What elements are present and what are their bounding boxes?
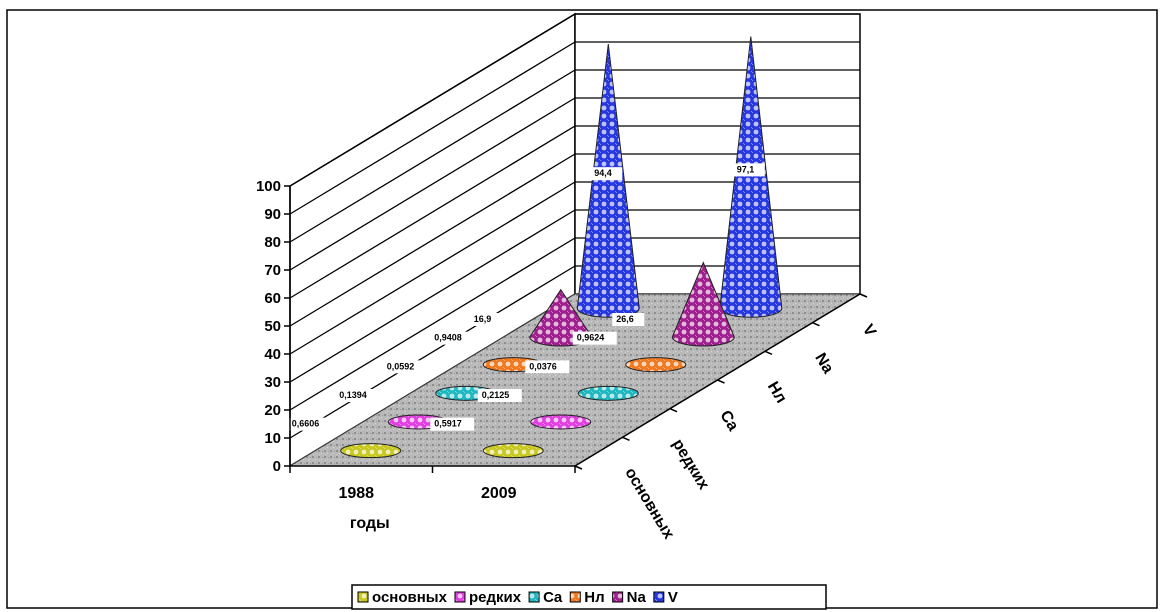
legend-box — [351, 584, 827, 610]
legend-label: Нл — [584, 589, 604, 606]
data-label-text: 0,1394 — [339, 390, 367, 400]
data-label-Ca-2009: 0,0376 — [525, 360, 570, 374]
depth-tick — [574, 465, 583, 470]
legend-swatch — [612, 591, 624, 603]
data-label-text: 0,9408 — [434, 333, 462, 343]
legend-swatch — [528, 591, 540, 603]
depth-label: Нл — [764, 379, 790, 406]
depth-label: основных — [621, 465, 677, 542]
y-tick-label: 90 — [264, 206, 281, 223]
data-label-основных-1988: 0,6606 — [287, 417, 332, 431]
gridline-left — [289, 97, 576, 271]
legend-label: основных — [372, 589, 448, 606]
data-label-основных-2009: 0,5917 — [430, 417, 475, 431]
cone-body — [482, 443, 544, 459]
x-axis-title: годы — [350, 515, 390, 532]
x-tick-label: 1988 — [338, 485, 374, 502]
data-label-text: 0,5917 — [434, 419, 462, 429]
data-label-Na-2009: 26,6 — [612, 313, 645, 326]
depth-tick — [717, 379, 725, 384]
cone-body — [671, 261, 735, 347]
gridline-left — [289, 69, 576, 243]
y-tick-label: 0 — [273, 458, 281, 475]
gridline-left — [289, 181, 576, 355]
cone-основных-1988 — [340, 443, 402, 459]
y-tick-label: 80 — [264, 234, 281, 251]
cone-body — [530, 414, 592, 430]
depth-tick — [764, 350, 773, 356]
cone-body — [340, 443, 402, 459]
depth-label: V — [859, 322, 879, 340]
y-tick-label: 40 — [264, 346, 281, 363]
x-tick-label: 2009 — [481, 485, 517, 502]
legend-item-V: V — [653, 589, 678, 606]
y-tick-label: 30 — [264, 374, 281, 391]
y-tick-label: 100 — [256, 178, 281, 195]
data-label-редких-1988: 0,1394 — [335, 389, 380, 402]
data-label-text: 94,4 — [594, 168, 612, 178]
legend-label: V — [668, 589, 678, 606]
data-label-Na-1988: 16,9 — [469, 313, 502, 326]
cone-Нл-2009 — [625, 357, 687, 373]
data-label-Ca-1988: 0,0592 — [382, 360, 427, 374]
depth-tick — [622, 436, 630, 442]
cone-body — [625, 357, 687, 373]
y-tick-label: 60 — [264, 290, 281, 307]
y-tick-label: 70 — [264, 262, 281, 279]
y-tick-label: 20 — [264, 402, 281, 419]
data-label-редких-2009: 0,2125 — [477, 389, 522, 402]
depth-label: Na — [811, 350, 836, 376]
legend-swatch — [569, 591, 581, 603]
legend-label: редких — [469, 589, 522, 606]
depth-label: редких — [669, 436, 712, 492]
data-label-Нл-1988: 0,9408 — [430, 331, 475, 345]
data-label-text: 0,2125 — [482, 390, 510, 400]
gridline-left — [289, 41, 576, 215]
data-label-V-2009: 97,1 — [732, 163, 765, 177]
legend-item-Ca: Ca — [528, 589, 563, 606]
legend-item-Na: Na — [612, 589, 647, 606]
data-label-text: 0,9624 — [577, 333, 605, 343]
cone-body — [577, 385, 639, 401]
y-tick-label: 10 — [264, 430, 281, 447]
gridline-left — [289, 13, 576, 187]
legend-label: Na — [627, 589, 647, 606]
data-label-text: 26,6 — [616, 314, 634, 324]
legend-swatch — [357, 591, 369, 603]
y-tick-label: 50 — [264, 318, 281, 335]
data-label-text: 0,0376 — [529, 361, 557, 371]
data-label-text: 16,9 — [474, 314, 492, 324]
depth-tick — [669, 407, 678, 413]
data-label-Нл-2009: 0,9624 — [572, 331, 617, 345]
legend-swatch — [454, 591, 466, 603]
cone-основных-2009 — [482, 443, 544, 459]
depth-tick — [812, 321, 820, 327]
legend-label: Ca — [543, 589, 563, 606]
cone-Ca-2009 — [577, 385, 639, 401]
gridline-left — [289, 237, 576, 411]
depth-label: Ca — [716, 408, 741, 434]
depth-tick — [859, 293, 868, 298]
gridline-left — [289, 209, 576, 383]
cone-Na-2009 — [671, 261, 735, 347]
legend-swatch — [653, 591, 665, 603]
data-label-text: 0,6606 — [292, 419, 320, 429]
gridline-left — [289, 265, 576, 439]
gridline-left — [289, 153, 576, 327]
gridline-left — [289, 125, 576, 299]
legend-item-Нл: Нл — [569, 589, 605, 606]
data-label-text: 0,0592 — [387, 361, 415, 371]
legend-item-основных: основных — [357, 589, 448, 606]
data-label-text: 97,1 — [737, 164, 755, 174]
data-label-V-1988: 94,4 — [590, 167, 623, 181]
legend-item-редких: редких — [454, 589, 522, 606]
cone-редких-2009 — [530, 414, 592, 430]
